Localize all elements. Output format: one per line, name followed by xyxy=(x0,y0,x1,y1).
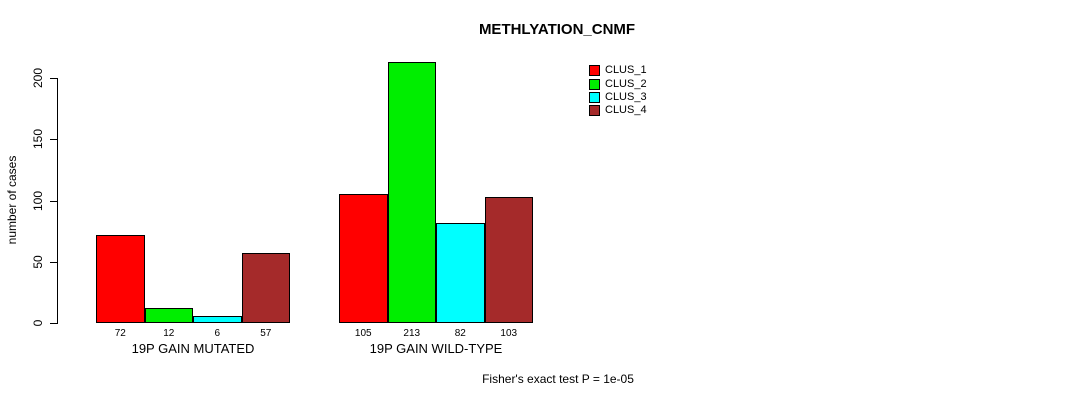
bar-clus_1-group2 xyxy=(339,194,388,323)
bar-clus_2-group2 xyxy=(387,62,436,323)
y-tick-mark xyxy=(50,139,57,141)
bar-value-label: 82 xyxy=(454,328,466,339)
annotation-text: Fisher's exact test P = 1e-05 xyxy=(482,372,634,386)
bar-value-label: 6 xyxy=(214,328,221,339)
bar-clus_4-group1 xyxy=(241,253,290,323)
bar-value-label: 103 xyxy=(500,328,518,339)
legend-label: CLUS_1 xyxy=(605,64,647,77)
y-tick-mark xyxy=(50,200,57,202)
y-tick-mark xyxy=(50,323,57,324)
legend-label: CLUS_4 xyxy=(605,104,647,117)
y-tick-label: 0 xyxy=(31,319,45,327)
y-axis-label: number of cases xyxy=(5,155,19,245)
bar-clus_2-group1 xyxy=(144,308,193,323)
legend-swatch-icon xyxy=(589,105,600,117)
bar-clus_4-group2 xyxy=(484,197,533,323)
bar-value-label: 72 xyxy=(114,328,126,339)
y-tick-mark xyxy=(50,261,57,263)
legend-label: CLUS_2 xyxy=(605,77,647,90)
y-tick-mark xyxy=(50,78,57,79)
category-label-group1: 19P GAIN MUTATED xyxy=(131,341,255,356)
legend: CLUS_1 CLUS_2 CLUS_3 CLUS_4 xyxy=(589,64,647,118)
legend-swatch-icon xyxy=(589,78,600,90)
bar-value-label: 12 xyxy=(163,328,175,339)
legend-row: CLUS_4 xyxy=(589,104,647,117)
legend-row: CLUS_1 xyxy=(589,64,647,77)
y-tick-label: 50 xyxy=(31,255,45,269)
y-tick-label: 200 xyxy=(31,67,45,89)
bar-clus_3-group1 xyxy=(193,316,242,323)
y-tick-label: 150 xyxy=(31,129,45,150)
legend-row: CLUS_2 xyxy=(589,77,647,90)
bar-value-label: 57 xyxy=(260,328,272,339)
bar-value-label: 105 xyxy=(354,328,372,339)
y-axis-line xyxy=(57,78,58,324)
legend-swatch-icon xyxy=(589,91,600,103)
category-label-group2: 19P GAIN WILD-TYPE xyxy=(369,341,503,356)
legend-swatch-icon xyxy=(589,65,600,77)
chart-title: METHLYATION_CNMF xyxy=(478,21,636,38)
y-tick-label: 100 xyxy=(31,190,45,211)
bar-value-label: 213 xyxy=(403,328,421,339)
legend-label: CLUS_3 xyxy=(605,90,647,103)
bar-clus_1-group1 xyxy=(96,235,145,323)
bar-clus_3-group2 xyxy=(436,223,485,323)
legend-row: CLUS_3 xyxy=(589,91,647,104)
